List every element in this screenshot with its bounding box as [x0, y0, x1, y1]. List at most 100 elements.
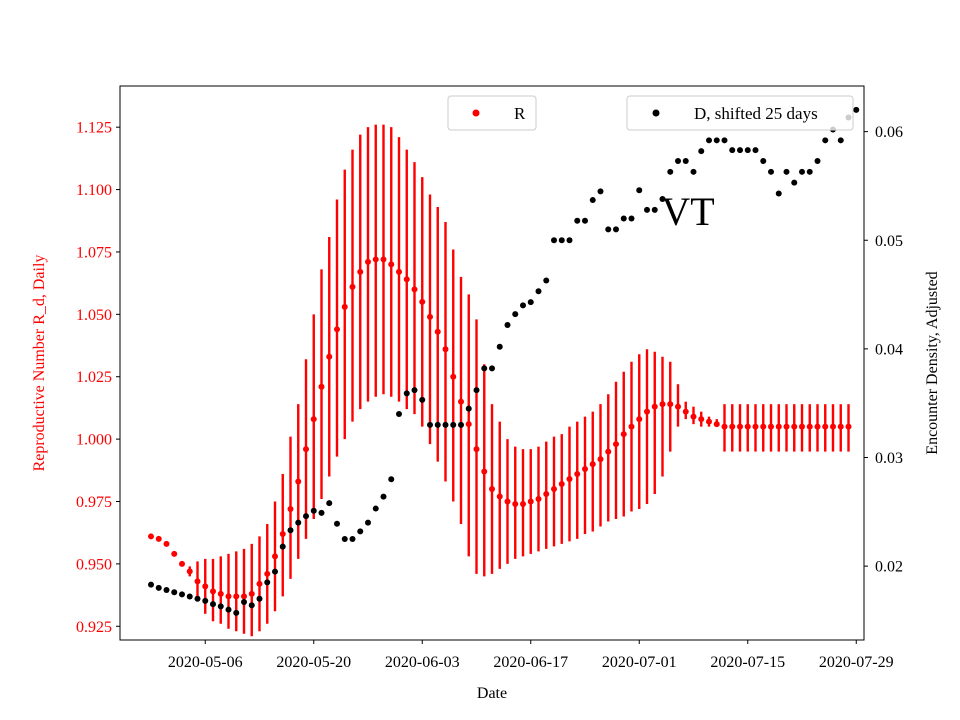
d-data-point [403, 390, 410, 397]
r-data-point [473, 446, 480, 453]
right-y-tick-label: 0.03 [875, 450, 903, 467]
d-data-point [613, 226, 619, 233]
d-data-point [752, 147, 759, 154]
r-data-point [558, 481, 565, 488]
r-data-point [248, 590, 255, 597]
d-point-layer [148, 106, 860, 616]
r-data-point [396, 268, 402, 275]
d-data-point [543, 277, 550, 284]
r-data-point [814, 423, 821, 430]
left-y-tick-label: 0.975 [76, 494, 112, 511]
d-data-point [760, 157, 767, 164]
state-annotation: VT [661, 189, 714, 234]
r-data-point [729, 423, 736, 430]
r-data-point [217, 590, 224, 597]
d-data-point [225, 606, 232, 613]
r-data-point [512, 500, 519, 507]
r-data-point [520, 500, 526, 507]
r-data-point [295, 478, 302, 485]
d-data-point [737, 147, 743, 154]
left-y-tick-label: 1.025 [76, 369, 112, 386]
r-data-point [628, 423, 635, 430]
r-data-point [737, 423, 743, 430]
r-data-point [845, 423, 852, 430]
r-data-point [326, 353, 333, 360]
d-data-point [489, 365, 495, 372]
r-data-point [768, 423, 774, 430]
r-point-layer [148, 256, 852, 600]
legend-d-marker [652, 109, 660, 117]
r-data-point [349, 283, 356, 290]
d-data-point [256, 595, 263, 602]
d-data-point [799, 168, 805, 175]
left-y-axis-ticks: 0.925 0.950 0.975 1.000 1.025 1.050 1.075 1.100… [76, 120, 120, 636]
r-data-point [752, 423, 759, 430]
r-data-point [551, 486, 557, 493]
d-data-point [186, 593, 193, 600]
r-data-point [806, 423, 813, 430]
d-data-point [465, 405, 472, 412]
d-data-point [264, 579, 271, 586]
d-data-point [396, 411, 402, 418]
d-data-point [326, 500, 333, 507]
d-data-point [527, 299, 534, 306]
r-data-point [481, 468, 488, 475]
d-data-point [589, 197, 596, 204]
d-data-point [822, 137, 829, 144]
legend-d: D, shifted 25 days [626, 95, 854, 131]
d-data-point [349, 535, 356, 542]
x-tick-label: 2020-07-01 [602, 654, 677, 671]
r-data-point [171, 550, 178, 557]
d-data-point [806, 168, 813, 175]
d-data-point [380, 493, 387, 500]
r-data-point [597, 456, 604, 463]
d-data-point [155, 584, 162, 591]
r-data-point [372, 256, 379, 263]
r-data-point [620, 431, 627, 438]
d-data-point [427, 421, 433, 428]
d-data-point [202, 597, 209, 604]
r-data-point [279, 530, 286, 537]
r-data-point [458, 398, 464, 405]
d-data-point [295, 519, 302, 526]
r-data-point [543, 491, 550, 498]
d-data-point [241, 598, 247, 605]
r-data-point [504, 498, 511, 505]
legend-d-label: D, shifted 25 days [694, 104, 818, 123]
d-data-point [791, 179, 798, 186]
d-data-point [698, 148, 705, 155]
d-data-point [287, 527, 294, 534]
right-y-tick-label: 0.05 [875, 233, 903, 250]
d-data-point [194, 595, 201, 602]
d-data-point [512, 311, 519, 318]
d-data-point [248, 602, 255, 609]
d-data-point [582, 217, 588, 224]
d-data-point [520, 302, 526, 309]
left-y-tick-label: 0.950 [76, 556, 112, 573]
x-tick-label: 2020-06-17 [493, 654, 568, 671]
d-data-point [310, 507, 317, 514]
d-data-point [388, 476, 395, 483]
r-data-point [574, 471, 581, 478]
r-data-point [651, 403, 658, 410]
d-data-point [775, 190, 782, 197]
r-data-point [225, 593, 232, 600]
r-data-point [442, 346, 449, 353]
d-data-point [597, 188, 604, 195]
d-data-point [644, 206, 650, 213]
r-data-point [667, 401, 674, 408]
d-data-point [729, 147, 736, 154]
d-data-point [458, 421, 464, 428]
x-tick-label: 2020-07-29 [819, 654, 894, 671]
d-data-point [233, 609, 240, 616]
d-data-point [148, 581, 154, 588]
r-data-point [411, 286, 418, 293]
d-data-point [651, 206, 658, 213]
r-data-point [194, 578, 201, 585]
d-data-point [318, 509, 325, 516]
r-data-point [256, 580, 263, 587]
r-data-point [744, 423, 751, 430]
left-y-axis-label: Reproductive Number R_d, Daily [31, 255, 48, 472]
r-data-point [675, 403, 681, 410]
d-data-point [558, 237, 565, 244]
